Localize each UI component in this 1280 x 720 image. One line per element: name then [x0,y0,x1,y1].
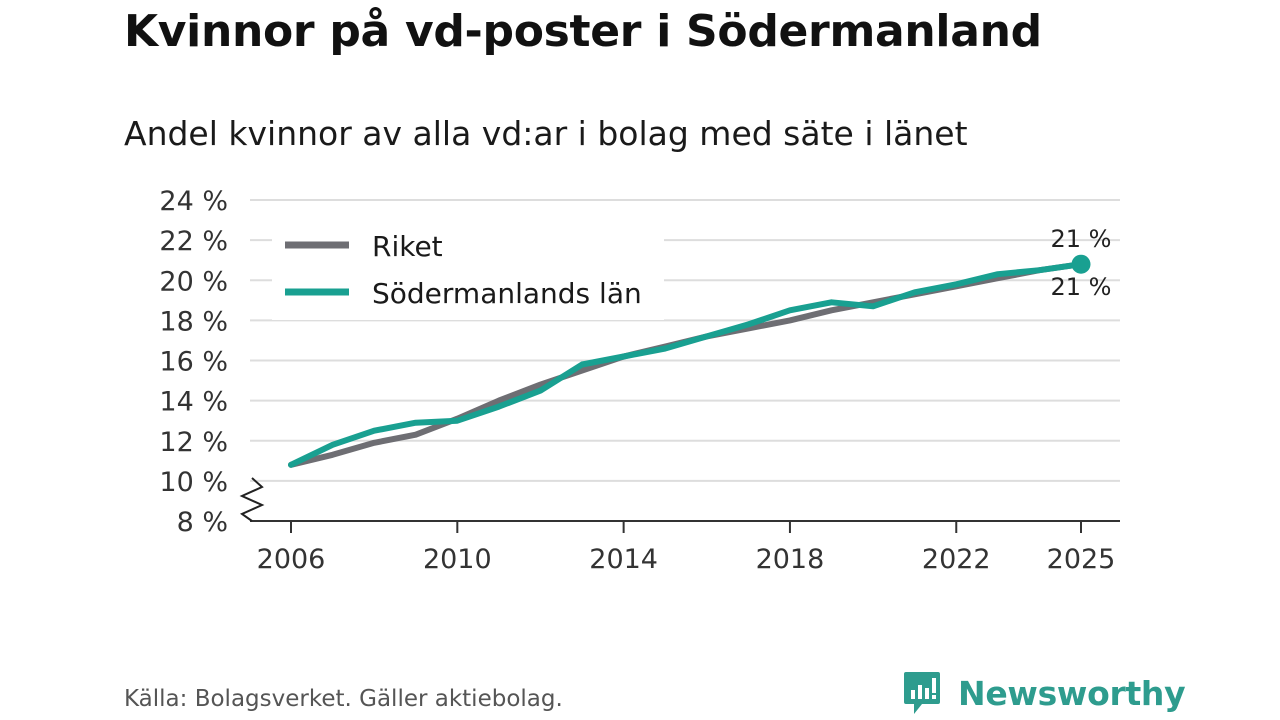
newsworthy-logo-icon [904,672,940,714]
y-tick-label: 24 % [159,186,228,217]
x-tick-label: 2022 [922,544,991,575]
newsworthy-logo: Newsworthy [902,670,1186,716]
y-tick-label: 20 % [159,266,228,297]
axis-break-icon [239,477,265,522]
x-tick-label: 2018 [756,544,825,575]
legend-background [272,222,664,320]
x-tick-label: 2014 [589,544,658,575]
y-axis-labels: 8 % 10 % 12 % 14 % 16 % 18 % 20 % 22 % 24 % [159,186,228,538]
y-tick-label: 18 % [159,306,228,337]
y-tick-label: 10 % [159,467,228,498]
chart-subtitle: Andel kvinnor av alla vd:ar i bolag med … [124,114,968,153]
end-labels: 21 % 21 % [1051,225,1112,301]
y-tick-label: 8 % [177,507,228,538]
y-tick-label: 22 % [159,226,228,257]
legend-label-sodermanland: Södermanlands län [372,277,642,310]
series-line-sodermanland [288,261,1084,468]
end-label-riket: 21 % [1051,225,1112,253]
x-tick-label: 2006 [257,544,326,575]
legend: Riket Södermanlands län [272,222,664,320]
end-point-marker [1071,254,1091,274]
series-lines [288,254,1091,468]
x-tick-label: 2025 [1047,544,1116,575]
brand-name: Newsworthy [958,673,1186,713]
legend-label-riket: Riket [372,230,443,263]
x-tick-label: 2010 [423,544,492,575]
x-axis: 2006 2010 2014 2018 2022 2025 [239,477,1120,575]
y-tick-label: 16 % [159,347,228,378]
chart-title: Kvinnor på vd-poster i Södermanland [124,6,1042,57]
source-note: Källa: Bolagsverket. Gäller aktiebolag. [124,686,563,712]
y-tick-label: 14 % [159,387,228,418]
y-tick-label: 12 % [159,427,228,458]
end-label-sodermanland: 21 % [1051,273,1112,301]
